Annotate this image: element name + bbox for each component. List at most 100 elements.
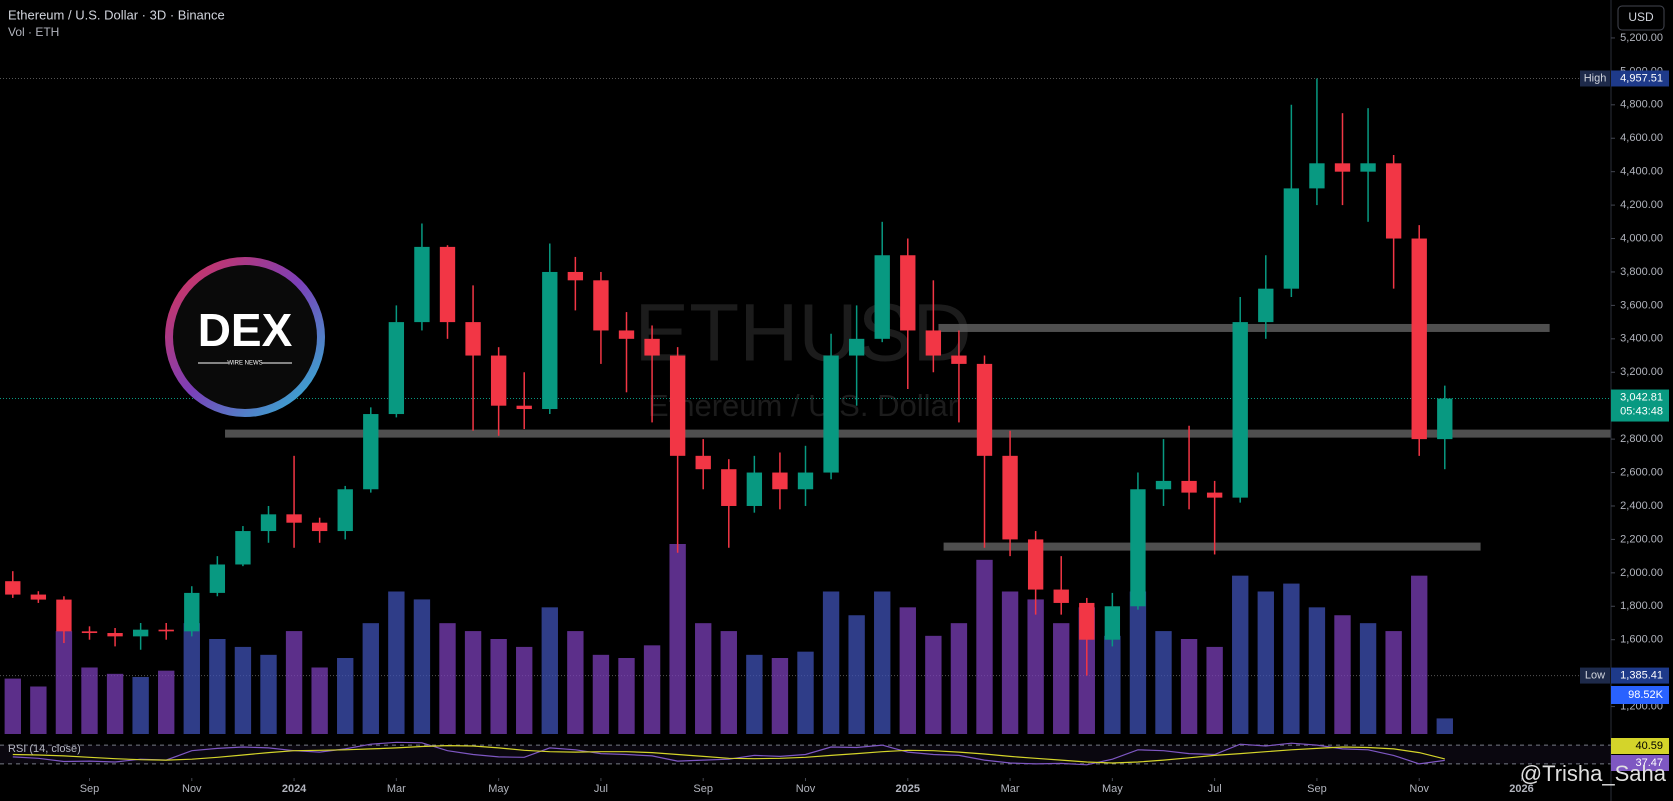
candle-body: [1258, 288, 1274, 323]
volume-bar: [158, 670, 175, 734]
candle-body: [516, 405, 532, 410]
y-tick-label: 4,200.00: [1620, 199, 1663, 211]
candle-body: [1385, 163, 1402, 239]
x-tick-label: Jul: [1208, 783, 1222, 795]
price-tag-box: [1611, 70, 1669, 87]
volume-bar: [1283, 583, 1300, 734]
candle-body: [1130, 489, 1146, 607]
candle-body: [1027, 539, 1044, 590]
volume-bar: [1257, 591, 1274, 734]
candle-body: [848, 338, 865, 356]
y-tick-label: 3,600.00: [1620, 299, 1663, 311]
volume-tag: [1611, 686, 1669, 704]
volume-bar: [771, 658, 789, 734]
candle-body: [900, 255, 916, 331]
rsi-tag-box: [1611, 738, 1669, 754]
y-tick-label: 2,800.00: [1620, 433, 1663, 445]
volume-bar: [311, 667, 328, 734]
y-tick-label: 1,600.00: [1620, 634, 1663, 646]
candle-body: [414, 246, 430, 323]
logo: DEX WIRE NEWS: [165, 257, 325, 417]
x-tick-label: Mar: [1001, 783, 1020, 795]
candle-body: [1309, 163, 1325, 189]
candle-body: [1283, 188, 1300, 289]
candle-body: [1053, 589, 1069, 603]
price-tag: 4,957.51: [1620, 72, 1663, 84]
y-tick-label: 4,800.00: [1620, 99, 1663, 111]
x-tick-label: May: [488, 783, 509, 795]
level-line: [225, 429, 1611, 438]
y-tick-label: 2,200.00: [1620, 533, 1663, 545]
volume-bar: [592, 654, 610, 734]
candle-body: [388, 322, 405, 415]
candle-body: [823, 355, 839, 473]
candle-body: [721, 469, 737, 506]
volume-bar: [30, 686, 47, 734]
price-tag-box: [1611, 667, 1669, 684]
candle-body: [132, 629, 149, 637]
candle-body: [260, 514, 277, 532]
candle-body: [490, 355, 507, 406]
x-tick-label: 2026: [1509, 783, 1533, 795]
volume-bar: [567, 631, 584, 734]
candle-body: [56, 599, 72, 632]
volume-bar: [106, 673, 124, 734]
y-tick-label: 3,400.00: [1620, 333, 1663, 345]
volume-bar: [1027, 599, 1044, 734]
volume-bar: [183, 623, 200, 734]
volume-bar: [669, 544, 686, 734]
y-tick-label: 2,600.00: [1620, 466, 1663, 478]
volume-bar: [1053, 623, 1070, 734]
candle-body: [1155, 480, 1172, 490]
volume-bar: [1411, 575, 1428, 734]
volume-bar: [490, 639, 507, 734]
logo-disc: [173, 265, 317, 409]
volume-bar: [285, 631, 303, 734]
volume-bar: [1206, 646, 1223, 734]
volume-bar: [720, 631, 737, 734]
volume-bar: [81, 667, 98, 734]
volume-bar: [260, 654, 277, 734]
volume-bar: [1436, 718, 1453, 734]
volume-bar: [695, 623, 712, 734]
countdown: 05:43:48: [1620, 405, 1663, 417]
candle-body: [925, 330, 942, 356]
candle-body: [311, 522, 328, 532]
rsi-line: [12, 744, 1445, 764]
candle-body: [1002, 455, 1018, 540]
volume-bar: [439, 623, 456, 734]
volume-bar: [1001, 591, 1019, 734]
candle-body: [976, 363, 993, 456]
rsi-tag-box: [1611, 755, 1669, 771]
currency-button[interactable]: [1617, 5, 1665, 31]
candle-body: [5, 581, 21, 595]
y-tick-label: 4,000.00: [1620, 232, 1663, 244]
candle-body: [1360, 163, 1376, 172]
logo-text: DEX: [198, 304, 293, 356]
volume-bar: [464, 631, 482, 734]
candle-body: [158, 629, 174, 632]
x-tick-label: 2025: [896, 783, 920, 795]
last-price: 3,042.81: [1620, 391, 1663, 403]
y-tick-label: 5,200.00: [1620, 32, 1663, 44]
volume-bar: [1180, 639, 1198, 734]
volume-bar: [1359, 623, 1377, 734]
currency-label[interactable]: USD: [1628, 10, 1654, 24]
volume-bar: [874, 591, 891, 734]
candle-body: [286, 514, 302, 523]
volume-bar: [950, 623, 968, 734]
volume-bar: [1104, 635, 1121, 734]
candle-body: [951, 355, 967, 364]
volume-bar: [388, 591, 405, 734]
volume-bar: [132, 677, 149, 734]
candle-body: [235, 531, 251, 565]
volume-bar: [234, 646, 252, 734]
candle-body: [1411, 238, 1427, 440]
price-tag-name: High: [1584, 72, 1607, 84]
x-tick-label: 2024: [282, 783, 307, 795]
volume-bar: [413, 599, 431, 734]
volume-tag-label: 98.52K: [1628, 689, 1664, 701]
price-tag-name-box: [1580, 70, 1610, 87]
x-tick-label: Sep: [1307, 783, 1327, 795]
volume-bar: [976, 559, 993, 734]
